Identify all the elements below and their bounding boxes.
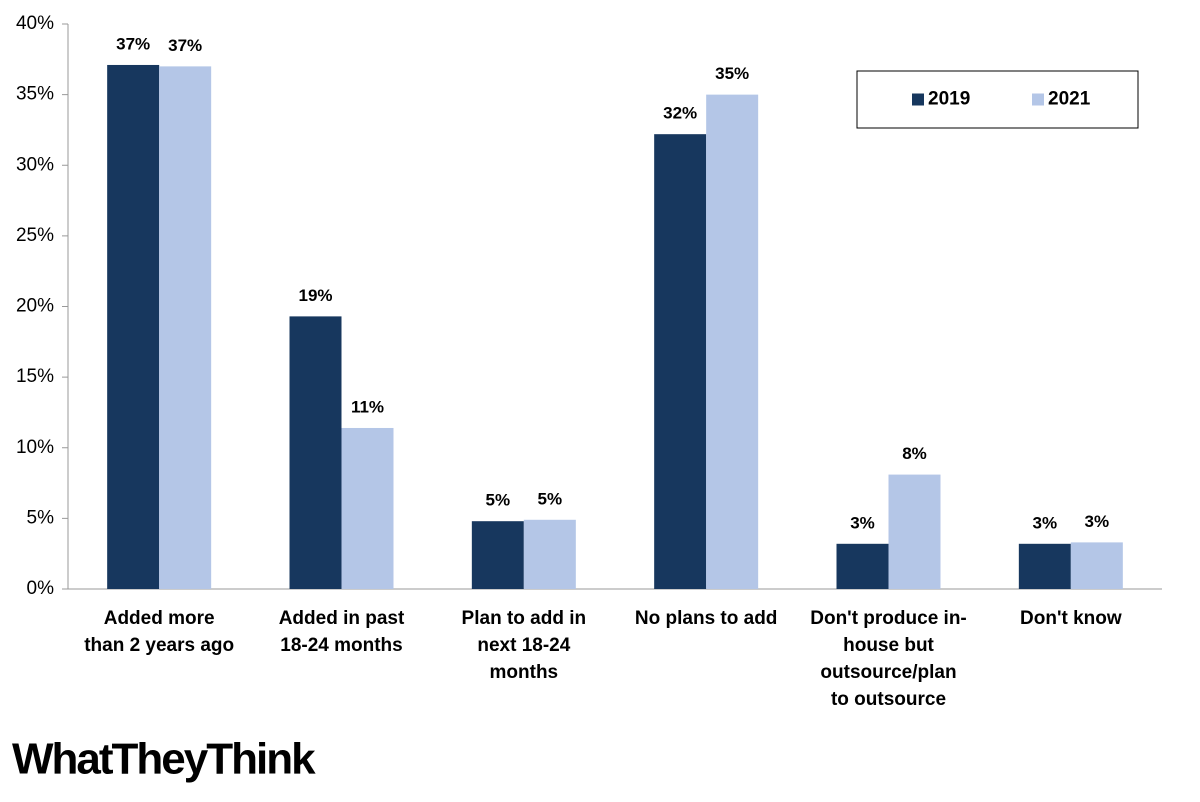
legend-label: 2019 <box>928 89 970 110</box>
y-tick-label: 30% <box>16 154 54 175</box>
value-label: 5% <box>486 491 511 510</box>
bar <box>1070 542 1123 589</box>
x-tick-label: Plan to add in <box>462 608 587 629</box>
legend-box <box>856 70 1139 129</box>
x-tick-label: next 18-24 <box>477 635 570 656</box>
bar <box>341 427 394 589</box>
x-tick-label: Added more <box>104 608 215 629</box>
x-tick-label: No plans to add <box>635 608 778 629</box>
legend-label: 2021 <box>1048 89 1091 110</box>
x-tick-label: months <box>490 662 559 683</box>
bar <box>159 66 212 589</box>
bar <box>523 519 576 589</box>
logo: WhatTheyThink <box>12 735 316 784</box>
y-tick-label: 5% <box>27 507 55 528</box>
x-tick-label: outsource/plan <box>820 662 956 683</box>
bar <box>107 64 160 589</box>
legend-swatch <box>1032 93 1044 106</box>
x-tick-label: Don't produce in- <box>810 608 967 629</box>
bar <box>471 521 524 589</box>
x-tick-label: 18-24 months <box>280 635 402 656</box>
bar <box>888 474 941 589</box>
y-tick-label: 35% <box>16 84 54 105</box>
y-tick-label: 25% <box>16 225 54 246</box>
value-label: 37% <box>116 34 150 53</box>
legend-swatch <box>912 93 924 106</box>
value-label: 3% <box>1085 512 1110 531</box>
bar <box>654 134 707 590</box>
x-tick-label: than 2 years ago <box>84 635 234 656</box>
x-tick-label: Added in past <box>279 608 405 629</box>
value-label: 32% <box>663 104 697 123</box>
value-label: 8% <box>902 444 927 463</box>
value-label: 5% <box>538 489 563 508</box>
value-label: 11% <box>351 397 384 416</box>
y-tick-label: 0% <box>27 578 55 599</box>
y-tick-label: 15% <box>16 366 54 387</box>
x-tick-label: to outsource <box>831 689 946 710</box>
y-tick-label: 10% <box>16 437 54 458</box>
x-tick-label: Don't know <box>1020 608 1122 629</box>
value-label: 37% <box>168 36 202 55</box>
value-label: 3% <box>850 513 875 532</box>
y-tick-label: 20% <box>16 296 54 317</box>
value-label: 35% <box>715 64 749 83</box>
value-label: 19% <box>298 286 332 305</box>
value-label: 3% <box>1033 513 1058 532</box>
y-tick-label: 40% <box>16 13 54 34</box>
bar <box>836 543 889 589</box>
bar <box>706 94 759 589</box>
bar <box>1018 543 1071 589</box>
bar <box>289 316 342 589</box>
x-tick-label: house but <box>843 635 934 656</box>
